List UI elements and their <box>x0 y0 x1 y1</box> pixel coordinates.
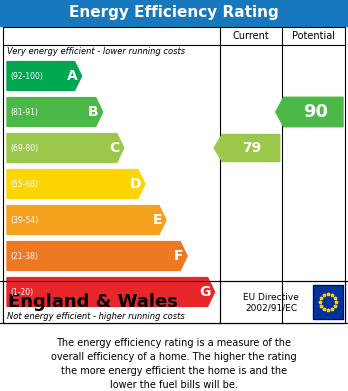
Text: B: B <box>88 105 99 119</box>
Text: 79: 79 <box>242 141 262 155</box>
Text: Energy Efficiency Rating: Energy Efficiency Rating <box>69 5 279 20</box>
Polygon shape <box>7 98 103 126</box>
Text: Very energy efficient - lower running costs: Very energy efficient - lower running co… <box>7 47 185 56</box>
Text: 90: 90 <box>303 103 328 121</box>
Text: (39-54): (39-54) <box>10 215 38 224</box>
Text: C: C <box>110 141 120 155</box>
Polygon shape <box>7 242 187 271</box>
Text: lower the fuel bills will be.: lower the fuel bills will be. <box>110 380 238 390</box>
Polygon shape <box>7 134 124 162</box>
Bar <box>3 281 345 323</box>
Text: the more energy efficient the home is and the: the more energy efficient the home is an… <box>61 366 287 376</box>
Text: The energy efficiency rating is a measure of the: The energy efficiency rating is a measur… <box>56 338 292 348</box>
Text: G: G <box>199 285 211 299</box>
Text: Current: Current <box>232 31 269 41</box>
Text: (1-20): (1-20) <box>10 287 33 296</box>
Text: (55-68): (55-68) <box>10 179 38 188</box>
Text: D: D <box>129 177 141 191</box>
Bar <box>313 285 343 319</box>
Text: overall efficiency of a home. The higher the rating: overall efficiency of a home. The higher… <box>51 352 297 362</box>
Polygon shape <box>7 170 145 198</box>
Text: F: F <box>174 249 183 263</box>
Text: (81-91): (81-91) <box>10 108 38 117</box>
Text: (69-80): (69-80) <box>10 143 38 152</box>
Polygon shape <box>7 278 215 307</box>
Bar <box>3 27 345 323</box>
Text: Not energy efficient - higher running costs: Not energy efficient - higher running co… <box>7 312 185 321</box>
Polygon shape <box>276 97 343 127</box>
Text: EU Directive: EU Directive <box>243 292 299 301</box>
Polygon shape <box>7 206 166 234</box>
Bar <box>0 0 348 26</box>
Bar <box>313 285 343 319</box>
Text: 2002/91/EC: 2002/91/EC <box>245 303 297 312</box>
Text: (21-38): (21-38) <box>10 251 38 260</box>
Text: England & Wales: England & Wales <box>8 293 178 311</box>
Polygon shape <box>214 135 280 161</box>
Text: E: E <box>152 213 162 227</box>
Text: (92-100): (92-100) <box>10 72 43 81</box>
Text: A: A <box>67 69 78 83</box>
Polygon shape <box>7 62 81 90</box>
Text: Potential: Potential <box>292 31 335 41</box>
